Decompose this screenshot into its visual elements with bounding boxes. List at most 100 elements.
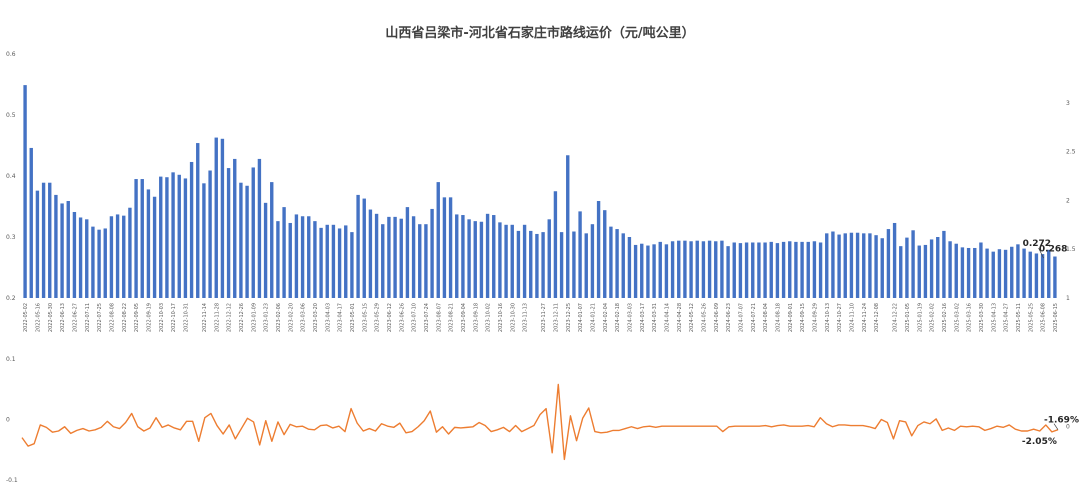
- bar: [547, 219, 551, 298]
- bar: [553, 191, 558, 298]
- bar: [134, 179, 138, 298]
- x-tick-label: 2024-04-28: [677, 303, 683, 332]
- x-tick-label: 2023-08-21: [449, 303, 455, 332]
- x-tick-label: 2023-08-07: [436, 303, 442, 332]
- chart-title: 山西省吕梁市-河北省石家庄市路线运价（元/吨公里）: [385, 25, 694, 41]
- x-tick-label: 2024-10-27: [837, 303, 843, 332]
- bar: [812, 241, 817, 298]
- bar: [381, 224, 385, 298]
- bar: [966, 247, 971, 298]
- bar: [78, 217, 83, 298]
- bar: [442, 197, 447, 298]
- x-tick-label: 2023-10-16: [498, 303, 504, 332]
- x-tick-label: 2024-09-01: [788, 303, 794, 332]
- bar: [424, 224, 428, 298]
- x-tick-label: 2025-05-25: [1028, 303, 1034, 332]
- bar: [239, 182, 243, 298]
- bar: [781, 241, 786, 298]
- bar: [405, 207, 410, 298]
- bar: [245, 185, 249, 298]
- bar: [288, 222, 292, 298]
- x-tick-label: 2022-07-25: [97, 303, 103, 332]
- bar: [664, 244, 669, 298]
- x-tick-label: 2025-03-02: [954, 303, 960, 332]
- x-tick-label: 2025-06-15: [1053, 303, 1059, 332]
- bar: [837, 234, 841, 298]
- bar: [393, 216, 397, 298]
- bar: [1034, 253, 1039, 298]
- x-tick-label: 2024-05-12: [689, 303, 695, 332]
- bar: [855, 232, 860, 298]
- bar: [652, 244, 656, 298]
- bar: [516, 230, 521, 298]
- bar: [892, 222, 897, 298]
- bar: [603, 210, 607, 298]
- x-tick-label: 2022-10-03: [159, 303, 165, 332]
- bar: [1016, 244, 1020, 298]
- x-tick-label: 2024-06-09: [714, 303, 720, 332]
- bar: [886, 229, 891, 298]
- bar: [621, 233, 625, 298]
- x-tick-label: 2022-12-12: [227, 303, 233, 332]
- x-tick-label: 2024-07-21: [751, 303, 757, 332]
- bar: [97, 229, 101, 298]
- bar: [344, 225, 348, 298]
- bar: [146, 189, 151, 298]
- bar: [72, 211, 77, 298]
- bar: [868, 233, 872, 298]
- bar: [960, 247, 965, 298]
- x-tick-labels: 2022-05-02 2022-05-16 2022-05-30 2022-06-13…: [23, 303, 1059, 332]
- x-tick-label: 2022-09-19: [146, 303, 152, 332]
- x-tick-label: 2022-05-16: [35, 303, 41, 332]
- bar: [356, 194, 360, 298]
- bar: [307, 216, 311, 298]
- bar: [485, 213, 490, 298]
- bar: [510, 224, 514, 298]
- bar: [467, 219, 471, 298]
- bar: [263, 202, 268, 298]
- x-tick-label: 2024-02-04: [603, 303, 609, 332]
- x-tick-label: 2023-11-27: [541, 303, 547, 332]
- y-line-right-tick-label: 0: [1066, 424, 1070, 431]
- bar: [744, 242, 749, 298]
- x-tick-label: 2024-05-26: [701, 303, 707, 332]
- bar: [202, 183, 206, 298]
- x-tick-label: 2023-04-17: [338, 303, 344, 332]
- line-annotation-label: -1.69%: [1044, 416, 1079, 426]
- x-tick-label: 2022-05-02: [23, 303, 29, 332]
- bar: [584, 233, 588, 298]
- bar: [948, 241, 952, 298]
- x-tick-label: 2022-05-30: [48, 303, 54, 332]
- x-tick-label: 2025-03-30: [979, 303, 985, 332]
- bar: [504, 224, 508, 298]
- bar: [757, 242, 761, 298]
- bar-annotation-label: 0.268: [1039, 245, 1067, 255]
- x-tick-label: 2025-06-08: [1041, 303, 1047, 332]
- x-tick-label: 2024-07-07: [738, 303, 744, 332]
- y-right-tick-label: 3: [1066, 100, 1070, 107]
- bar: [905, 237, 909, 298]
- bar: [991, 251, 995, 298]
- bar: [720, 240, 724, 298]
- x-tick-label: 2023-10-30: [510, 303, 516, 332]
- bar: [862, 233, 866, 298]
- bar: [41, 182, 46, 298]
- bar: [899, 246, 903, 298]
- bar: [646, 245, 650, 298]
- x-tick-label: 2023-01-09: [251, 303, 257, 332]
- bar: [615, 229, 619, 298]
- bar: [368, 209, 373, 298]
- bar: [140, 179, 144, 298]
- y-left-tick-label: 0.5: [6, 112, 16, 119]
- x-tick-label: 2024-11-24: [862, 303, 868, 332]
- x-tick-label: 2024-02-18: [615, 303, 621, 332]
- bar: [251, 167, 255, 298]
- x-tick-label: 2023-07-24: [424, 303, 430, 332]
- bar: [196, 143, 200, 298]
- bar: [788, 241, 792, 298]
- bar: [633, 244, 638, 298]
- bar: [387, 216, 391, 298]
- bar: [226, 168, 231, 298]
- x-tick-label: 2022-08-22: [122, 303, 128, 332]
- bar: [683, 240, 687, 298]
